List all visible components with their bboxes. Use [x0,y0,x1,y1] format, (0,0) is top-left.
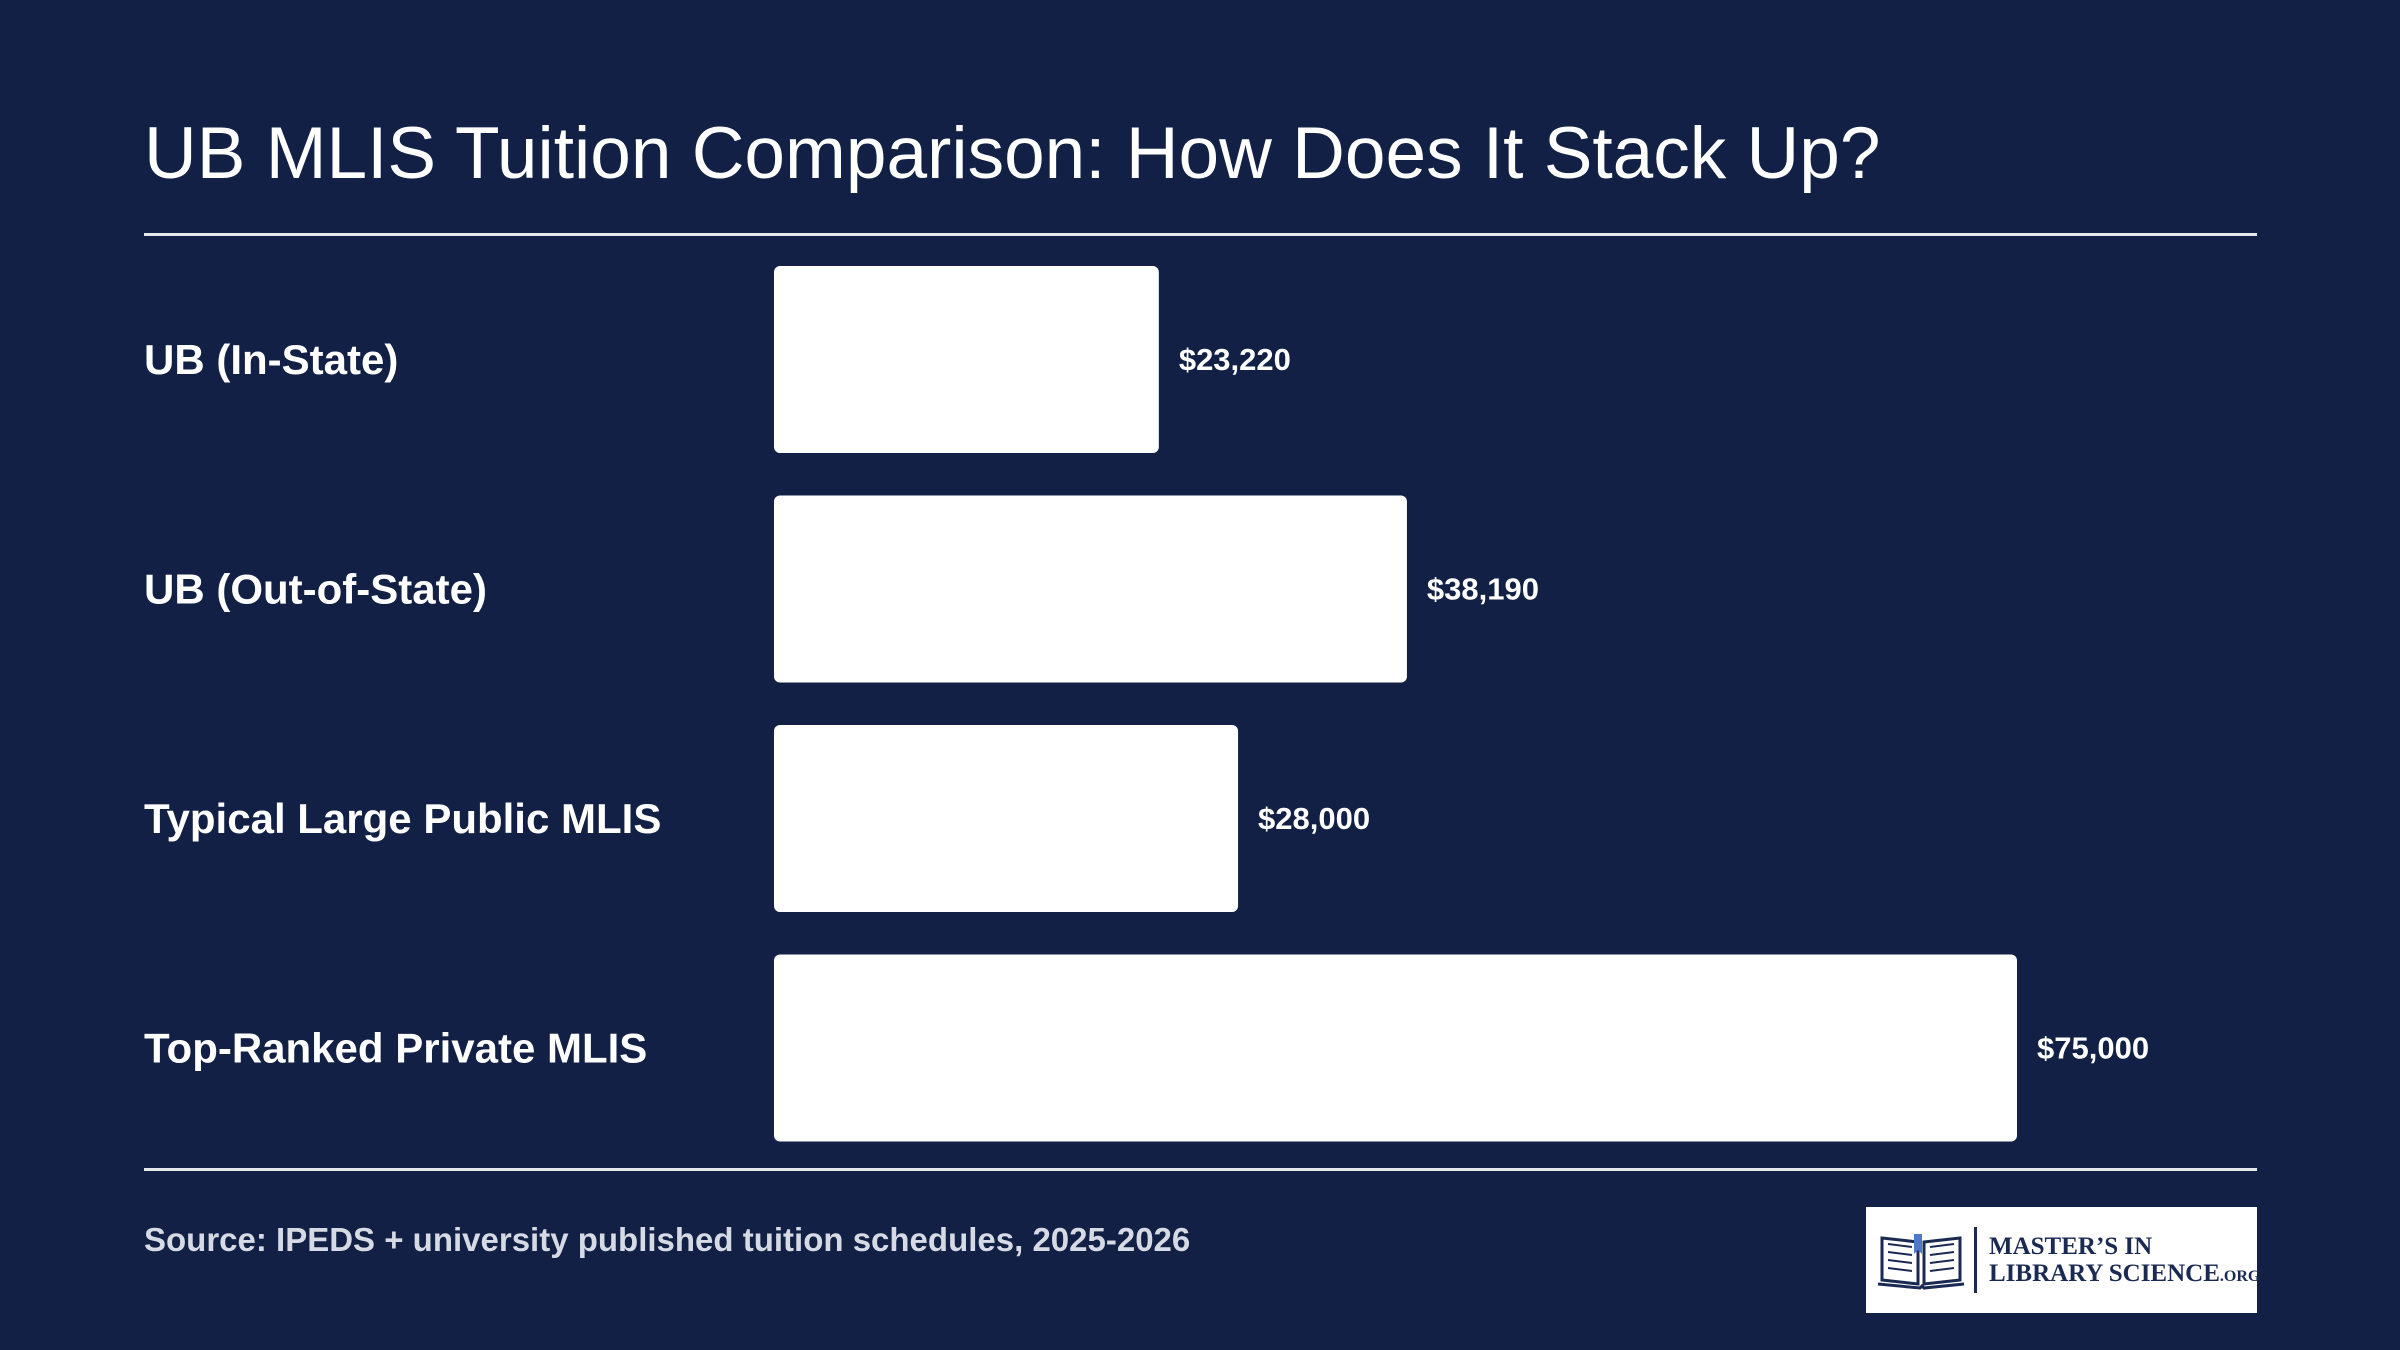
source-note: Source: IPEDS + university published tui… [144,1221,1191,1258]
logo-wordmark: MASTER’S IN LIBRARY SCIENCE.ORG [1989,1233,2260,1287]
logo-suffix: .ORG [2219,1268,2261,1285]
value-label: $38,190 [1427,572,1539,607]
bar [774,266,1159,453]
logo-line-2-text: LIBRARY SCIENCE [1989,1260,2220,1287]
bar [774,954,2017,1142]
logo-divider [1974,1227,1977,1293]
bar [774,725,1239,912]
bottom-divider [144,1168,2257,1171]
logo-line-2: LIBRARY SCIENCE.ORG [1989,1260,2260,1287]
category-label: UB (Out-of-State) [144,566,487,613]
category-label: UB (In-State) [144,336,398,383]
chart-title: UB MLIS Tuition Comparison: How Does It … [144,113,1881,194]
value-label: $23,220 [1179,342,1291,377]
value-label: $75,000 [2037,1031,2149,1066]
bar [774,495,1407,683]
open-book-icon [1877,1234,1965,1290]
top-divider [144,233,2257,236]
value-label: $28,000 [1258,801,1370,836]
bar-chart: UB (In-State) $23,220 UB (Out-of-State) $38… [144,266,2149,1142]
category-label: Top-Ranked Private MLIS [144,1025,647,1072]
category-label: Typical Large Public MLIS [144,795,661,842]
logo-line-1: MASTER’S IN [1989,1233,2153,1260]
site-logo[interactable]: MASTER’S IN LIBRARY SCIENCE.ORG [1866,1207,2260,1313]
